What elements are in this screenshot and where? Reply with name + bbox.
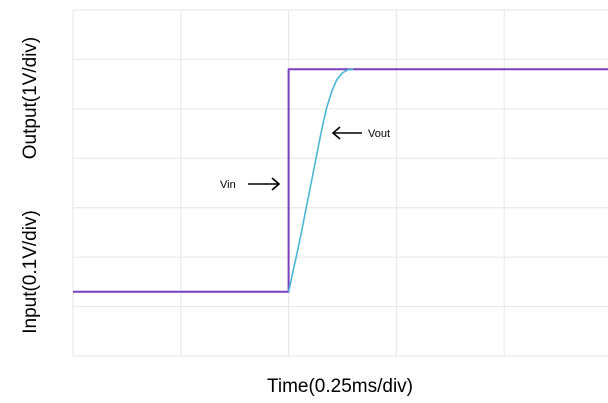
annotation-arrow-vout xyxy=(331,126,362,140)
series-line-vout xyxy=(287,68,354,292)
annotations: Vin Vout xyxy=(220,126,390,191)
annotation-label-vout: Vout xyxy=(368,128,390,140)
y-axis-label-output: Output(1V/div) xyxy=(20,37,41,160)
series-line-vin xyxy=(73,68,608,293)
y-axis-label-input: Input(0.1V/div) xyxy=(20,210,41,334)
grid xyxy=(72,9,608,357)
x-axis-label: Time(0.25ms/div) xyxy=(267,376,413,397)
annotation-arrow-vin xyxy=(248,177,281,191)
series-lines xyxy=(73,68,608,293)
annotation-label-vin: Vin xyxy=(220,179,236,191)
